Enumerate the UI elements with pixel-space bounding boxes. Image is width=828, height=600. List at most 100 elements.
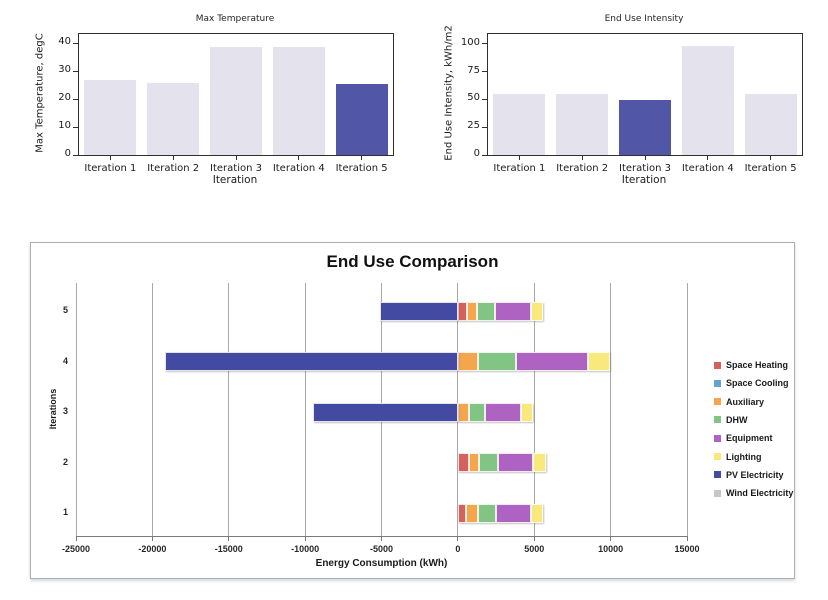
bar-segment — [457, 301, 468, 321]
bar-segment — [496, 503, 532, 523]
legend-item: Lighting — [714, 448, 762, 466]
x-axis-line — [76, 536, 687, 537]
bar-segment — [531, 503, 543, 523]
chart-title: End Use Comparison — [326, 252, 499, 271]
bar-segment — [521, 402, 533, 422]
y-tick-label: 2 — [62, 456, 68, 467]
bar-segment — [379, 301, 458, 321]
legend-swatch-pv-electricity — [714, 471, 721, 479]
bar-segment — [515, 352, 588, 371]
grid-line — [228, 283, 230, 536]
y-tick-label: 10 — [58, 120, 71, 132]
x-category-label: Iteration 3 — [619, 163, 671, 174]
legend-item: Space Heating — [714, 356, 788, 374]
bar-segment — [457, 402, 469, 422]
y-tick-mark — [73, 154, 79, 156]
bar-segment — [478, 503, 497, 523]
grid-line — [610, 283, 612, 536]
bar-segment — [467, 301, 477, 321]
x-tick-mark — [644, 155, 646, 160]
legend-label-auxiliary: Auxiliary — [726, 396, 765, 407]
legend-item: DHW — [714, 411, 748, 429]
x-tick-label: -15000 — [214, 544, 243, 554]
y-tick-label: 50 — [467, 92, 480, 104]
x-tick-mark — [770, 155, 772, 160]
legend-swatch-auxiliary — [714, 398, 721, 406]
x-tick-mark — [533, 536, 535, 541]
x-tick-label: -10000 — [291, 544, 320, 554]
y-tick-label: 1 — [62, 507, 68, 517]
x-tick-mark — [298, 155, 300, 160]
x-tick-mark — [381, 536, 382, 541]
y-tick-label: 75 — [467, 64, 480, 76]
x-category-label: Iteration 3 — [210, 163, 262, 174]
legend-label-equipment: Equipment — [726, 433, 773, 444]
y-tick-mark — [482, 98, 488, 100]
y-tick-mark — [73, 98, 79, 100]
y-tick-label: 40 — [58, 36, 71, 48]
y-tick-label: 5 — [62, 305, 68, 315]
y-tick-label: 0 — [473, 148, 480, 159]
legend-swatch-space-cooling — [714, 379, 721, 387]
legend-swatch-dhw — [714, 416, 721, 424]
plot-area: 0 25 50 75 100 Iteration 1 Iteration 2 Iteratio… — [461, 33, 803, 174]
bar-segment — [479, 453, 499, 472]
bar-segment — [476, 301, 495, 321]
x-category-label: Iteration 2 — [556, 163, 609, 174]
legend-item: Auxiliary — [714, 393, 764, 411]
legend-label-dhw: DHW — [726, 414, 748, 425]
bar-segment — [533, 453, 546, 472]
plot-area: 0 10 20 30 40 Iteration 1 Iteration 2 Iteration… — [58, 33, 394, 174]
legend-swatch-lighting — [714, 453, 721, 460]
y-tick-label: 25 — [467, 120, 480, 132]
end-use-comparison-chart: End Use Comparison Iterations -25000 -200… — [30, 242, 795, 579]
y-tick-label: 3 — [62, 406, 68, 416]
x-axis-label: Iteration — [212, 174, 258, 186]
x-tick-label: 0 — [455, 544, 461, 554]
bar — [619, 100, 671, 155]
legend-label-space-cooling: Space Cooling — [726, 378, 789, 389]
x-tick-label: -5000 — [369, 544, 394, 554]
bar-segment — [312, 402, 458, 422]
y-tick-mark — [482, 126, 488, 128]
bar — [147, 83, 200, 155]
x-tick-mark — [361, 155, 363, 160]
bar-segment — [457, 352, 478, 371]
legend-item: Equipment — [714, 429, 773, 447]
y-tick-mark — [482, 71, 488, 72]
x-tick-label: 15000 — [674, 544, 700, 554]
bar — [556, 93, 609, 155]
x-tick-mark — [707, 155, 709, 160]
y-tick-mark — [73, 126, 79, 128]
x-tick-mark — [610, 536, 612, 541]
x-category-label: Iteration 4 — [681, 163, 734, 174]
x-tick-mark — [109, 155, 111, 160]
y-tick-label: 20 — [58, 92, 71, 104]
x-tick-label: -20000 — [138, 544, 167, 554]
bar-segment — [457, 503, 467, 523]
y-tick-label: 100 — [460, 36, 480, 48]
grid-line — [533, 283, 535, 536]
y-tick-mark — [482, 43, 488, 45]
bar — [272, 46, 325, 155]
y-tick-mark — [73, 70, 79, 72]
x-axis-label: Iteration — [621, 174, 667, 186]
x-category-label: Iteration 5 — [744, 163, 797, 174]
legend-swatch-equipment — [714, 434, 721, 442]
grid-line — [686, 283, 688, 536]
bar-segment — [477, 352, 516, 371]
x-tick-mark — [172, 155, 174, 160]
legend-label-lighting: Lighting — [726, 451, 762, 462]
bar — [335, 83, 388, 155]
y-tick-label: 30 — [58, 64, 71, 76]
legend-swatch-space-heating — [714, 361, 721, 369]
legend-label-wind-electricity: Wind Electricity — [726, 488, 794, 499]
y-tick-label: 0 — [64, 148, 71, 159]
bar — [84, 80, 137, 155]
bar — [493, 93, 546, 155]
x-category-label: Iteration 1 — [493, 163, 546, 174]
grid-line — [304, 283, 306, 536]
x-tick-mark — [686, 536, 688, 541]
x-tick-mark — [457, 536, 459, 541]
bar-segment — [164, 352, 458, 371]
